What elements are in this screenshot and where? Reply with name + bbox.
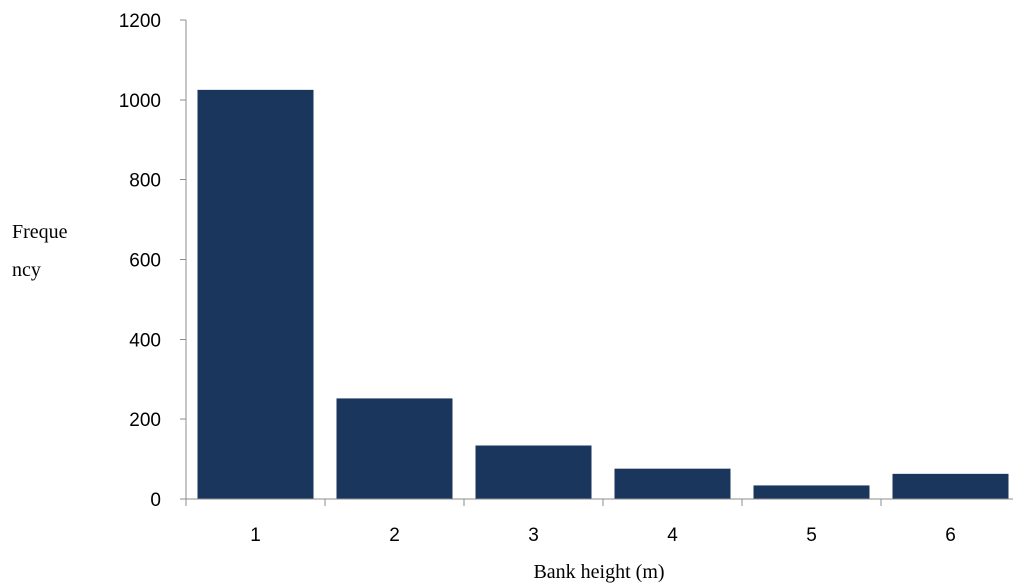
y-axis-title-line-2: ncy — [12, 259, 41, 281]
y-axis-ticks: 0 200 400 600 800 1000 1200 — [119, 11, 186, 511]
x-tick-label: 1 — [250, 525, 261, 546]
bar-4 — [614, 468, 731, 499]
y-axis-title-line-1: Freque — [12, 221, 68, 243]
bar-2 — [336, 398, 453, 499]
y-tick-label: 600 — [129, 251, 161, 272]
y-tick-label: 800 — [129, 171, 161, 192]
bar-3 — [475, 445, 592, 499]
x-axis-title: Bank height (m) — [533, 561, 664, 583]
y-tick-label: 400 — [129, 330, 161, 351]
bar-5 — [753, 485, 870, 499]
y-tick-label: 200 — [129, 410, 161, 431]
y-tick-label: 1200 — [119, 11, 161, 32]
bar-6 — [892, 473, 1009, 499]
x-tick-label: 5 — [806, 525, 817, 546]
x-tick-label: 4 — [667, 525, 678, 546]
bar-1 — [197, 89, 314, 500]
x-tick-label: 6 — [945, 525, 956, 546]
x-tick-label: 2 — [389, 525, 400, 546]
x-tick-label: 3 — [528, 525, 539, 546]
y-tick-label: 1000 — [119, 91, 161, 112]
bars — [197, 89, 1009, 500]
x-axis-ticks: 1 2 3 4 5 6 — [185, 499, 956, 546]
y-tick-label: 0 — [150, 490, 161, 511]
